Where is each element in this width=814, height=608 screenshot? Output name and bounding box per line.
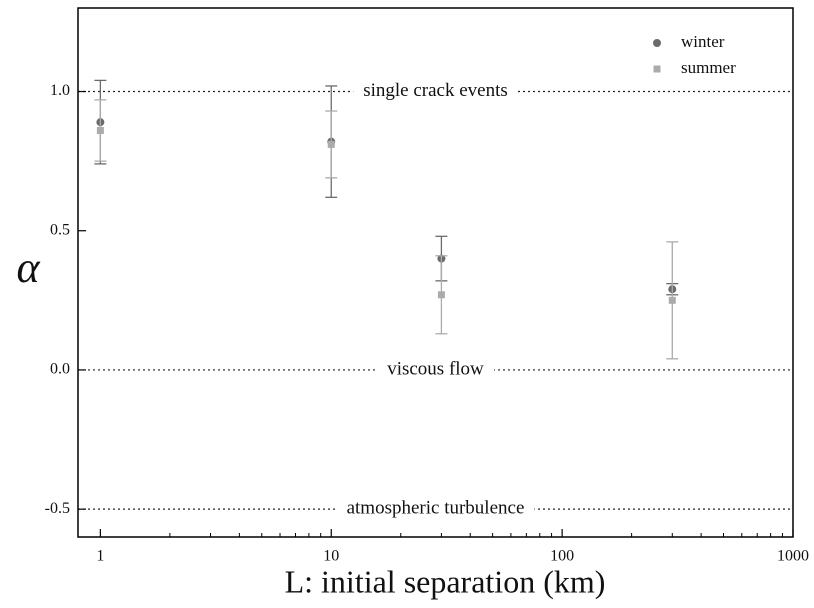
legend-marker [653,39,661,47]
label-background [377,358,495,380]
x-axis-label: L: initial separation (km) [285,563,606,599]
point [668,296,676,304]
x-tick-label: 100 [550,548,574,565]
reference-label: viscous flow [387,358,484,379]
point [327,140,335,148]
x-tick-label: 1 [96,548,104,565]
label-background [353,79,518,101]
y-tick-label: -0.5 [45,500,70,517]
y-tick-label: 0.0 [50,361,70,378]
legend-label: summer [681,58,736,77]
point [437,291,445,299]
reference-label: atmospheric turbulence [347,498,525,519]
y-tick-label: 1.0 [50,82,70,99]
point [96,127,104,135]
legend-marker [653,65,661,73]
plot-frame [77,7,794,538]
legend-label: winter [681,32,725,51]
x-tick-label: 1000 [777,548,809,565]
x-tick-label: 10 [323,548,339,565]
y-tick-label: 0.5 [50,221,70,238]
y-axis-label: α [16,243,40,292]
reference-label: single crack events [363,80,508,101]
label-background [336,497,535,519]
